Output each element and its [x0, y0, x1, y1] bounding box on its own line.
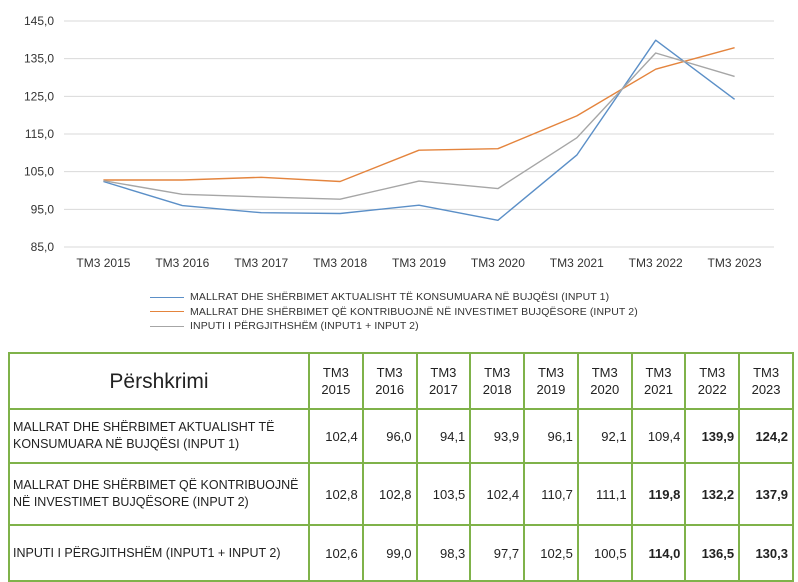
table-cell: 102,8	[361, 462, 418, 526]
year-header-line2: 2015	[321, 382, 351, 397]
y-tick-label: 115,0	[25, 127, 54, 141]
chart-svg: 145,0 135,0 125,0 115,0 105,0 95,0 85,0 TM3 201…	[24, 14, 774, 270]
year-header-line1: TM3	[322, 365, 349, 380]
y-tick-label: 135,0	[24, 52, 54, 66]
table-cell: 102,6	[308, 524, 364, 582]
legend-item-input2: MALLRAT DHE SHËRBIMET QË KONTRIBUOJNË NË…	[150, 305, 638, 320]
legend-swatch-input2	[150, 311, 184, 313]
row-description: MALLRAT DHE SHËRBIMET QË KONTRIBUOJNË NË…	[8, 462, 310, 526]
table-header-year: TM3 2016	[361, 352, 418, 410]
table-cell: 130,3	[738, 524, 794, 582]
year-header-line1: TM3	[591, 365, 618, 380]
table-cell: 132,2	[684, 462, 741, 526]
table-cell: 124,2	[738, 408, 794, 464]
x-tick-label: TM3 2016	[155, 256, 209, 270]
table-header-year: TM3 2019	[523, 352, 579, 410]
table-row: MALLRAT DHE SHËRBIMET QË KONTRIBUOJNË NË…	[8, 462, 794, 526]
table-header-year: TM3 2022	[684, 352, 741, 410]
series-line-3	[103, 52, 735, 200]
table-header-year: TM3 2017	[415, 352, 472, 410]
table-cell: 139,9	[684, 408, 741, 464]
y-tick-label: 95,0	[31, 202, 55, 216]
series-line-2	[103, 47, 735, 183]
table-cell: 110,7	[523, 462, 579, 526]
table-header-year: TM3 2015	[308, 352, 364, 410]
year-header-line1: TM3	[699, 365, 726, 380]
year-header-line2: 2017	[428, 382, 458, 397]
x-tick-label: TM3 2021	[550, 256, 604, 270]
year-header-line2: 2022	[697, 382, 727, 397]
series-line-1	[103, 39, 736, 222]
line-chart: 145,0 135,0 125,0 115,0 105,0 95,0 85,0 TM3 201…	[24, 14, 774, 334]
table-cell: 102,8	[308, 462, 364, 526]
year-header-line2: 2020	[590, 382, 620, 397]
x-tick-label: TM3 2023	[708, 256, 762, 270]
year-header-line1: TM3	[430, 365, 457, 380]
year-header-line2: 2018	[482, 382, 512, 397]
legend-label-input1: MALLRAT DHE SHËRBIMET AKTUALISHT TË KONS…	[190, 291, 610, 304]
table-cell: 102,5	[523, 524, 579, 582]
table-cell: 102,4	[308, 408, 364, 464]
legend-item-total: INPUTI I PËRGJITHSHËM (INPUT1 + INPUT 2)	[150, 319, 638, 334]
table-cell: 137,9	[738, 462, 794, 526]
year-header-line1: TM3	[753, 365, 780, 380]
year-header-line2: 2019	[536, 382, 566, 397]
year-header-line1: TM3	[645, 365, 672, 380]
legend-label-total: INPUTI I PËRGJITHSHËM (INPUT1 + INPUT 2)	[190, 320, 419, 333]
x-tick-label: TM3 2018	[313, 256, 367, 270]
y-tick-label: 105,0	[24, 165, 54, 179]
y-tick-label: 125,0	[24, 89, 54, 103]
year-header-line1: TM3	[376, 365, 403, 380]
table-cell: 103,5	[415, 462, 472, 526]
table-header-description: Përshkrimi	[8, 352, 310, 410]
table-header-year: TM3 2018	[469, 352, 526, 410]
table-cell: 111,1	[576, 462, 633, 526]
table-cell: 114,0	[630, 524, 687, 582]
table-cell: 94,1	[415, 408, 472, 464]
table-cell: 97,7	[469, 524, 526, 582]
x-tick-label: TM3 2015	[76, 256, 130, 270]
x-tick-label: TM3 2022	[629, 256, 683, 270]
x-tick-label: TM3 2020	[471, 256, 525, 270]
table-row: MALLRAT DHE SHËRBIMET AKTUALISHT TË KONS…	[8, 408, 794, 464]
x-tick-label: TM3 2019	[392, 256, 446, 270]
table-cell: 98,3	[415, 524, 472, 582]
legend-label-input2: MALLRAT DHE SHËRBIMET QË KONTRIBUOJNË NË…	[190, 305, 638, 318]
table-header-year: TM3 2021	[630, 352, 687, 410]
x-tick-label: TM3 2017	[234, 256, 288, 270]
legend-swatch-input1	[150, 296, 184, 298]
table-cell: 100,5	[576, 524, 633, 582]
table-cell: 99,0	[361, 524, 418, 582]
table-cell: 92,1	[576, 408, 633, 464]
table-header-year: TM3 2023	[738, 352, 794, 410]
legend-item-input1: MALLRAT DHE SHËRBIMET AKTUALISHT TË KONS…	[150, 290, 638, 305]
year-header-line2: 2021	[644, 382, 673, 397]
chart-legend: MALLRAT DHE SHËRBIMET AKTUALISHT TË KONS…	[150, 290, 638, 334]
row-description: MALLRAT DHE SHËRBIMET AKTUALISHT TË KONS…	[8, 408, 310, 464]
table-cell: 96,0	[361, 408, 418, 464]
table-cell: 96,1	[523, 408, 579, 464]
year-header-line2: 2023	[751, 382, 781, 397]
table-header-year: TM3 2020	[576, 352, 633, 410]
year-header-line2: 2016	[375, 382, 405, 397]
legend-swatch-total	[150, 325, 184, 327]
table-cell: 109,4	[630, 408, 687, 464]
y-tick-label: 145,0	[24, 14, 54, 28]
table-cell: 102,4	[469, 462, 526, 526]
year-header-line1: TM3	[484, 365, 511, 380]
table-cell: 119,8	[630, 462, 687, 526]
table-row: INPUTI I PËRGJITHSHËM (INPUT1 + INPUT 2)…	[8, 524, 794, 582]
table-cell: 136,5	[684, 524, 741, 582]
data-table: Përshkrimi TM3 2015 TM3 2016 TM3 2017 TM3 20…	[8, 352, 794, 582]
y-tick-label: 85,0	[31, 240, 55, 254]
row-description: INPUTI I PËRGJITHSHËM (INPUT1 + INPUT 2)	[8, 524, 310, 582]
year-header-line1: TM3	[537, 365, 564, 380]
table-cell: 93,9	[469, 408, 526, 464]
table-header-row: Përshkrimi TM3 2015 TM3 2016 TM3 2017 TM3 20…	[8, 352, 794, 410]
